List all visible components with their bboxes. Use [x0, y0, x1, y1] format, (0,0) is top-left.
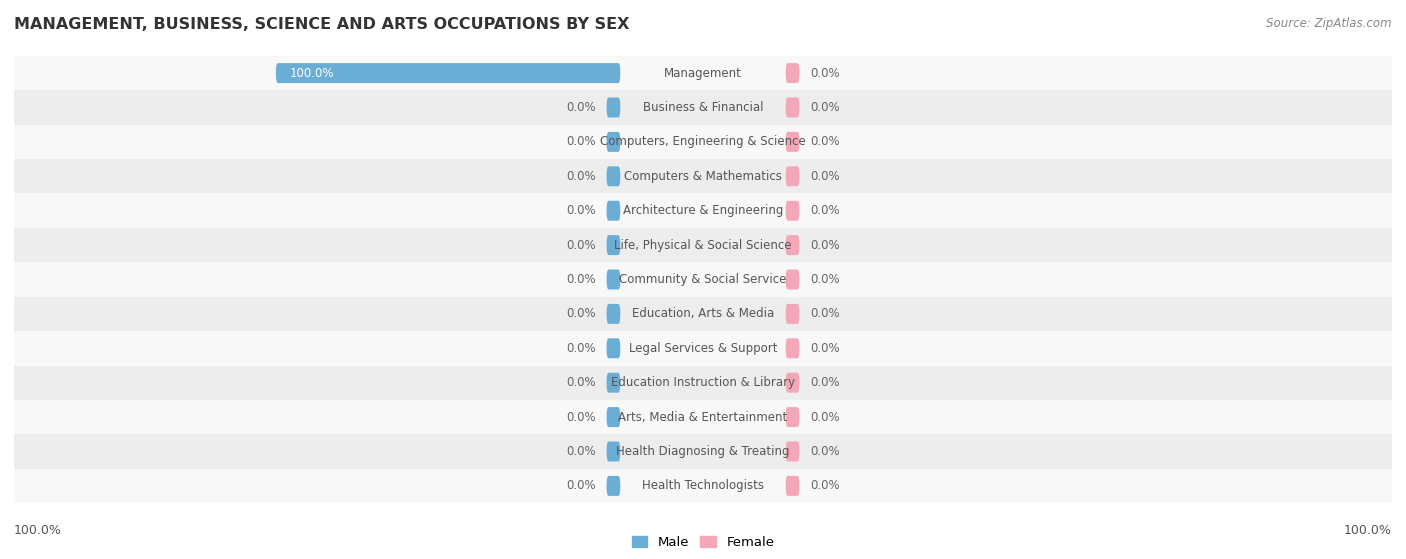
FancyBboxPatch shape — [606, 442, 620, 462]
Text: 100.0%: 100.0% — [14, 524, 62, 537]
Text: Health Technologists: Health Technologists — [643, 480, 763, 492]
Text: 0.0%: 0.0% — [567, 376, 596, 389]
FancyBboxPatch shape — [606, 476, 620, 496]
Text: 0.0%: 0.0% — [810, 445, 839, 458]
Bar — [14, 193, 1392, 228]
FancyBboxPatch shape — [786, 97, 800, 117]
FancyBboxPatch shape — [606, 373, 620, 392]
FancyBboxPatch shape — [786, 201, 800, 221]
Bar — [14, 400, 1392, 434]
Text: Education Instruction & Library: Education Instruction & Library — [612, 376, 794, 389]
Text: Source: ZipAtlas.com: Source: ZipAtlas.com — [1267, 17, 1392, 30]
Text: 0.0%: 0.0% — [810, 101, 839, 114]
FancyBboxPatch shape — [786, 63, 800, 83]
Bar — [14, 468, 1392, 503]
Bar — [14, 434, 1392, 468]
FancyBboxPatch shape — [606, 338, 620, 358]
Text: 100.0%: 100.0% — [1344, 524, 1392, 537]
Bar — [14, 331, 1392, 366]
Text: Business & Financial: Business & Financial — [643, 101, 763, 114]
Bar — [14, 297, 1392, 331]
Text: 0.0%: 0.0% — [810, 239, 839, 252]
FancyBboxPatch shape — [276, 63, 620, 83]
Text: 0.0%: 0.0% — [810, 342, 839, 355]
Text: 0.0%: 0.0% — [810, 411, 839, 424]
FancyBboxPatch shape — [786, 235, 800, 255]
Text: 0.0%: 0.0% — [810, 307, 839, 320]
Text: 0.0%: 0.0% — [810, 376, 839, 389]
FancyBboxPatch shape — [786, 304, 800, 324]
Text: 0.0%: 0.0% — [567, 480, 596, 492]
FancyBboxPatch shape — [606, 304, 620, 324]
Bar — [14, 262, 1392, 297]
FancyBboxPatch shape — [606, 132, 620, 152]
Text: 0.0%: 0.0% — [567, 135, 596, 148]
Text: 0.0%: 0.0% — [567, 204, 596, 217]
Text: 0.0%: 0.0% — [567, 307, 596, 320]
Text: Computers & Mathematics: Computers & Mathematics — [624, 170, 782, 183]
FancyBboxPatch shape — [786, 407, 800, 427]
Text: 0.0%: 0.0% — [567, 445, 596, 458]
FancyBboxPatch shape — [606, 269, 620, 290]
Text: Life, Physical & Social Science: Life, Physical & Social Science — [614, 239, 792, 252]
FancyBboxPatch shape — [786, 338, 800, 358]
Text: Architecture & Engineering: Architecture & Engineering — [623, 204, 783, 217]
Text: 0.0%: 0.0% — [810, 204, 839, 217]
Text: Community & Social Service: Community & Social Service — [619, 273, 787, 286]
FancyBboxPatch shape — [786, 132, 800, 152]
FancyBboxPatch shape — [786, 269, 800, 290]
Text: Education, Arts & Media: Education, Arts & Media — [631, 307, 775, 320]
FancyBboxPatch shape — [786, 167, 800, 186]
Bar — [14, 125, 1392, 159]
Bar — [14, 366, 1392, 400]
Text: 0.0%: 0.0% — [810, 67, 839, 79]
Text: MANAGEMENT, BUSINESS, SCIENCE AND ARTS OCCUPATIONS BY SEX: MANAGEMENT, BUSINESS, SCIENCE AND ARTS O… — [14, 17, 630, 32]
Bar — [14, 56, 1392, 91]
Text: 100.0%: 100.0% — [290, 67, 335, 79]
Text: 0.0%: 0.0% — [810, 273, 839, 286]
Text: Computers, Engineering & Science: Computers, Engineering & Science — [600, 135, 806, 148]
Bar — [14, 159, 1392, 193]
Bar — [14, 228, 1392, 262]
FancyBboxPatch shape — [606, 407, 620, 427]
FancyBboxPatch shape — [786, 442, 800, 462]
Bar — [14, 91, 1392, 125]
FancyBboxPatch shape — [786, 373, 800, 392]
Text: 0.0%: 0.0% — [567, 101, 596, 114]
Text: 0.0%: 0.0% — [810, 135, 839, 148]
FancyBboxPatch shape — [606, 201, 620, 221]
Text: Management: Management — [664, 67, 742, 79]
Text: Arts, Media & Entertainment: Arts, Media & Entertainment — [619, 411, 787, 424]
Text: 0.0%: 0.0% — [810, 480, 839, 492]
Text: 0.0%: 0.0% — [567, 411, 596, 424]
Text: Legal Services & Support: Legal Services & Support — [628, 342, 778, 355]
FancyBboxPatch shape — [786, 476, 800, 496]
Text: Health Diagnosing & Treating: Health Diagnosing & Treating — [616, 445, 790, 458]
Text: 0.0%: 0.0% — [810, 170, 839, 183]
FancyBboxPatch shape — [606, 97, 620, 117]
Legend: Male, Female: Male, Female — [626, 531, 780, 555]
Text: 0.0%: 0.0% — [567, 273, 596, 286]
FancyBboxPatch shape — [606, 167, 620, 186]
Text: 0.0%: 0.0% — [567, 170, 596, 183]
Text: 0.0%: 0.0% — [567, 239, 596, 252]
FancyBboxPatch shape — [606, 235, 620, 255]
Text: 0.0%: 0.0% — [567, 342, 596, 355]
